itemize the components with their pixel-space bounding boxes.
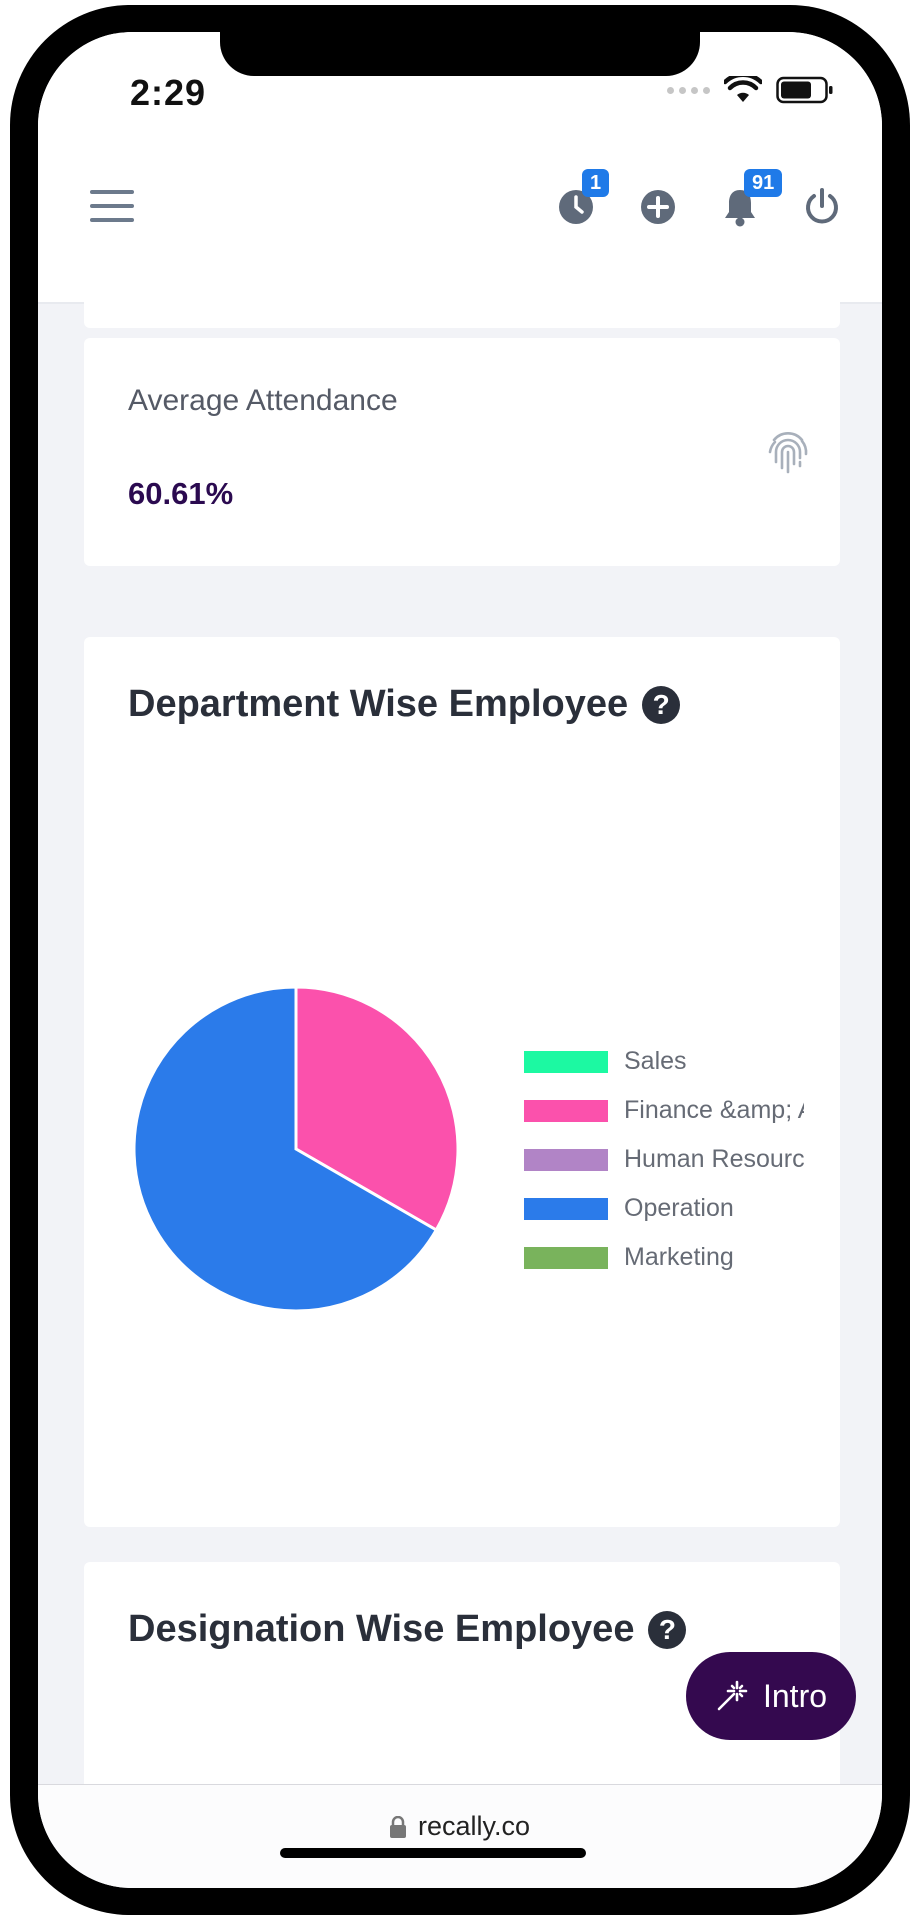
pie-slice[interactable] (294, 985, 460, 1233)
department-pie-chart (132, 985, 460, 1313)
legend-item[interactable]: Human Resource (524, 1135, 804, 1184)
timer-button[interactable]: 1 (556, 169, 610, 227)
previous-card (84, 302, 840, 328)
url-bar[interactable]: recally.co (38, 1811, 882, 1842)
legend-label: Operation (624, 1194, 734, 1222)
notifications-button[interactable]: 91 (720, 169, 783, 227)
attendance-label: Average Attendance (128, 384, 398, 417)
legend-item[interactable]: Operation (524, 1184, 804, 1233)
status-time: 2:29 (130, 72, 207, 113)
screen: 2:29 (38, 32, 882, 1888)
logout-button[interactable] (802, 187, 842, 227)
designation-card-title: Designation Wise Employee ? (128, 1608, 687, 1651)
notch (220, 32, 700, 76)
clock-icon (559, 190, 593, 224)
legend-swatch (524, 1050, 608, 1073)
chart-legend: Sales Finance &amp; Ac Human Resource Opera… (524, 1037, 804, 1282)
designation-title-text: Designation Wise Employee (128, 1608, 635, 1650)
signal-icon (667, 86, 710, 94)
magic-wand-icon (717, 1680, 748, 1711)
fingerprint-icon (768, 432, 808, 474)
legend-item[interactable]: Sales (524, 1037, 804, 1086)
legend-label: Sales (624, 1047, 687, 1075)
legend-swatch (524, 1197, 608, 1220)
department-card-title: Department Wise Employee ? (128, 683, 681, 726)
battery-icon (776, 76, 833, 104)
pie-slice[interactable] (132, 985, 439, 1313)
phone-frame: 2:29 (10, 5, 910, 1915)
power-icon (806, 188, 838, 224)
bell-icon (725, 190, 755, 227)
home-indicator (280, 1848, 586, 1858)
legend-item[interactable]: Marketing (524, 1233, 804, 1282)
notification-badge: 91 (744, 169, 783, 197)
attendance-card: Average Attendance 60.61% (84, 338, 840, 566)
help-icon[interactable]: ? (642, 685, 681, 724)
add-button[interactable] (638, 187, 678, 227)
timer-badge: 1 (582, 169, 610, 197)
plus-circle-icon (641, 190, 675, 224)
intro-button[interactable]: Intro (686, 1652, 856, 1740)
attendance-value: 60.61% (128, 476, 234, 511)
lock-icon (389, 1815, 406, 1838)
legend-swatch (524, 1148, 608, 1171)
legend-label: Finance &amp; Ac (624, 1096, 804, 1124)
department-title-text: Department Wise Employee (128, 683, 629, 725)
browser-bar: recally.co (38, 1784, 882, 1888)
wifi-icon (724, 76, 762, 102)
legend-swatch (524, 1099, 608, 1122)
legend-label: Human Resource (624, 1145, 804, 1173)
legend-swatch (524, 1246, 608, 1269)
status-icons (667, 76, 834, 104)
legend-label: Marketing (624, 1243, 734, 1271)
url-text: recally.co (417, 1811, 531, 1841)
legend-item[interactable]: Finance &amp; Ac (524, 1086, 804, 1135)
help-icon[interactable]: ? (648, 1610, 687, 1649)
intro-label: Intro (762, 1677, 828, 1714)
department-chart-card: Department Wise Employee ? Sales Finance … (84, 637, 840, 1527)
hamburger-menu-icon[interactable] (90, 190, 134, 222)
app-header: 1 91 (38, 142, 882, 304)
